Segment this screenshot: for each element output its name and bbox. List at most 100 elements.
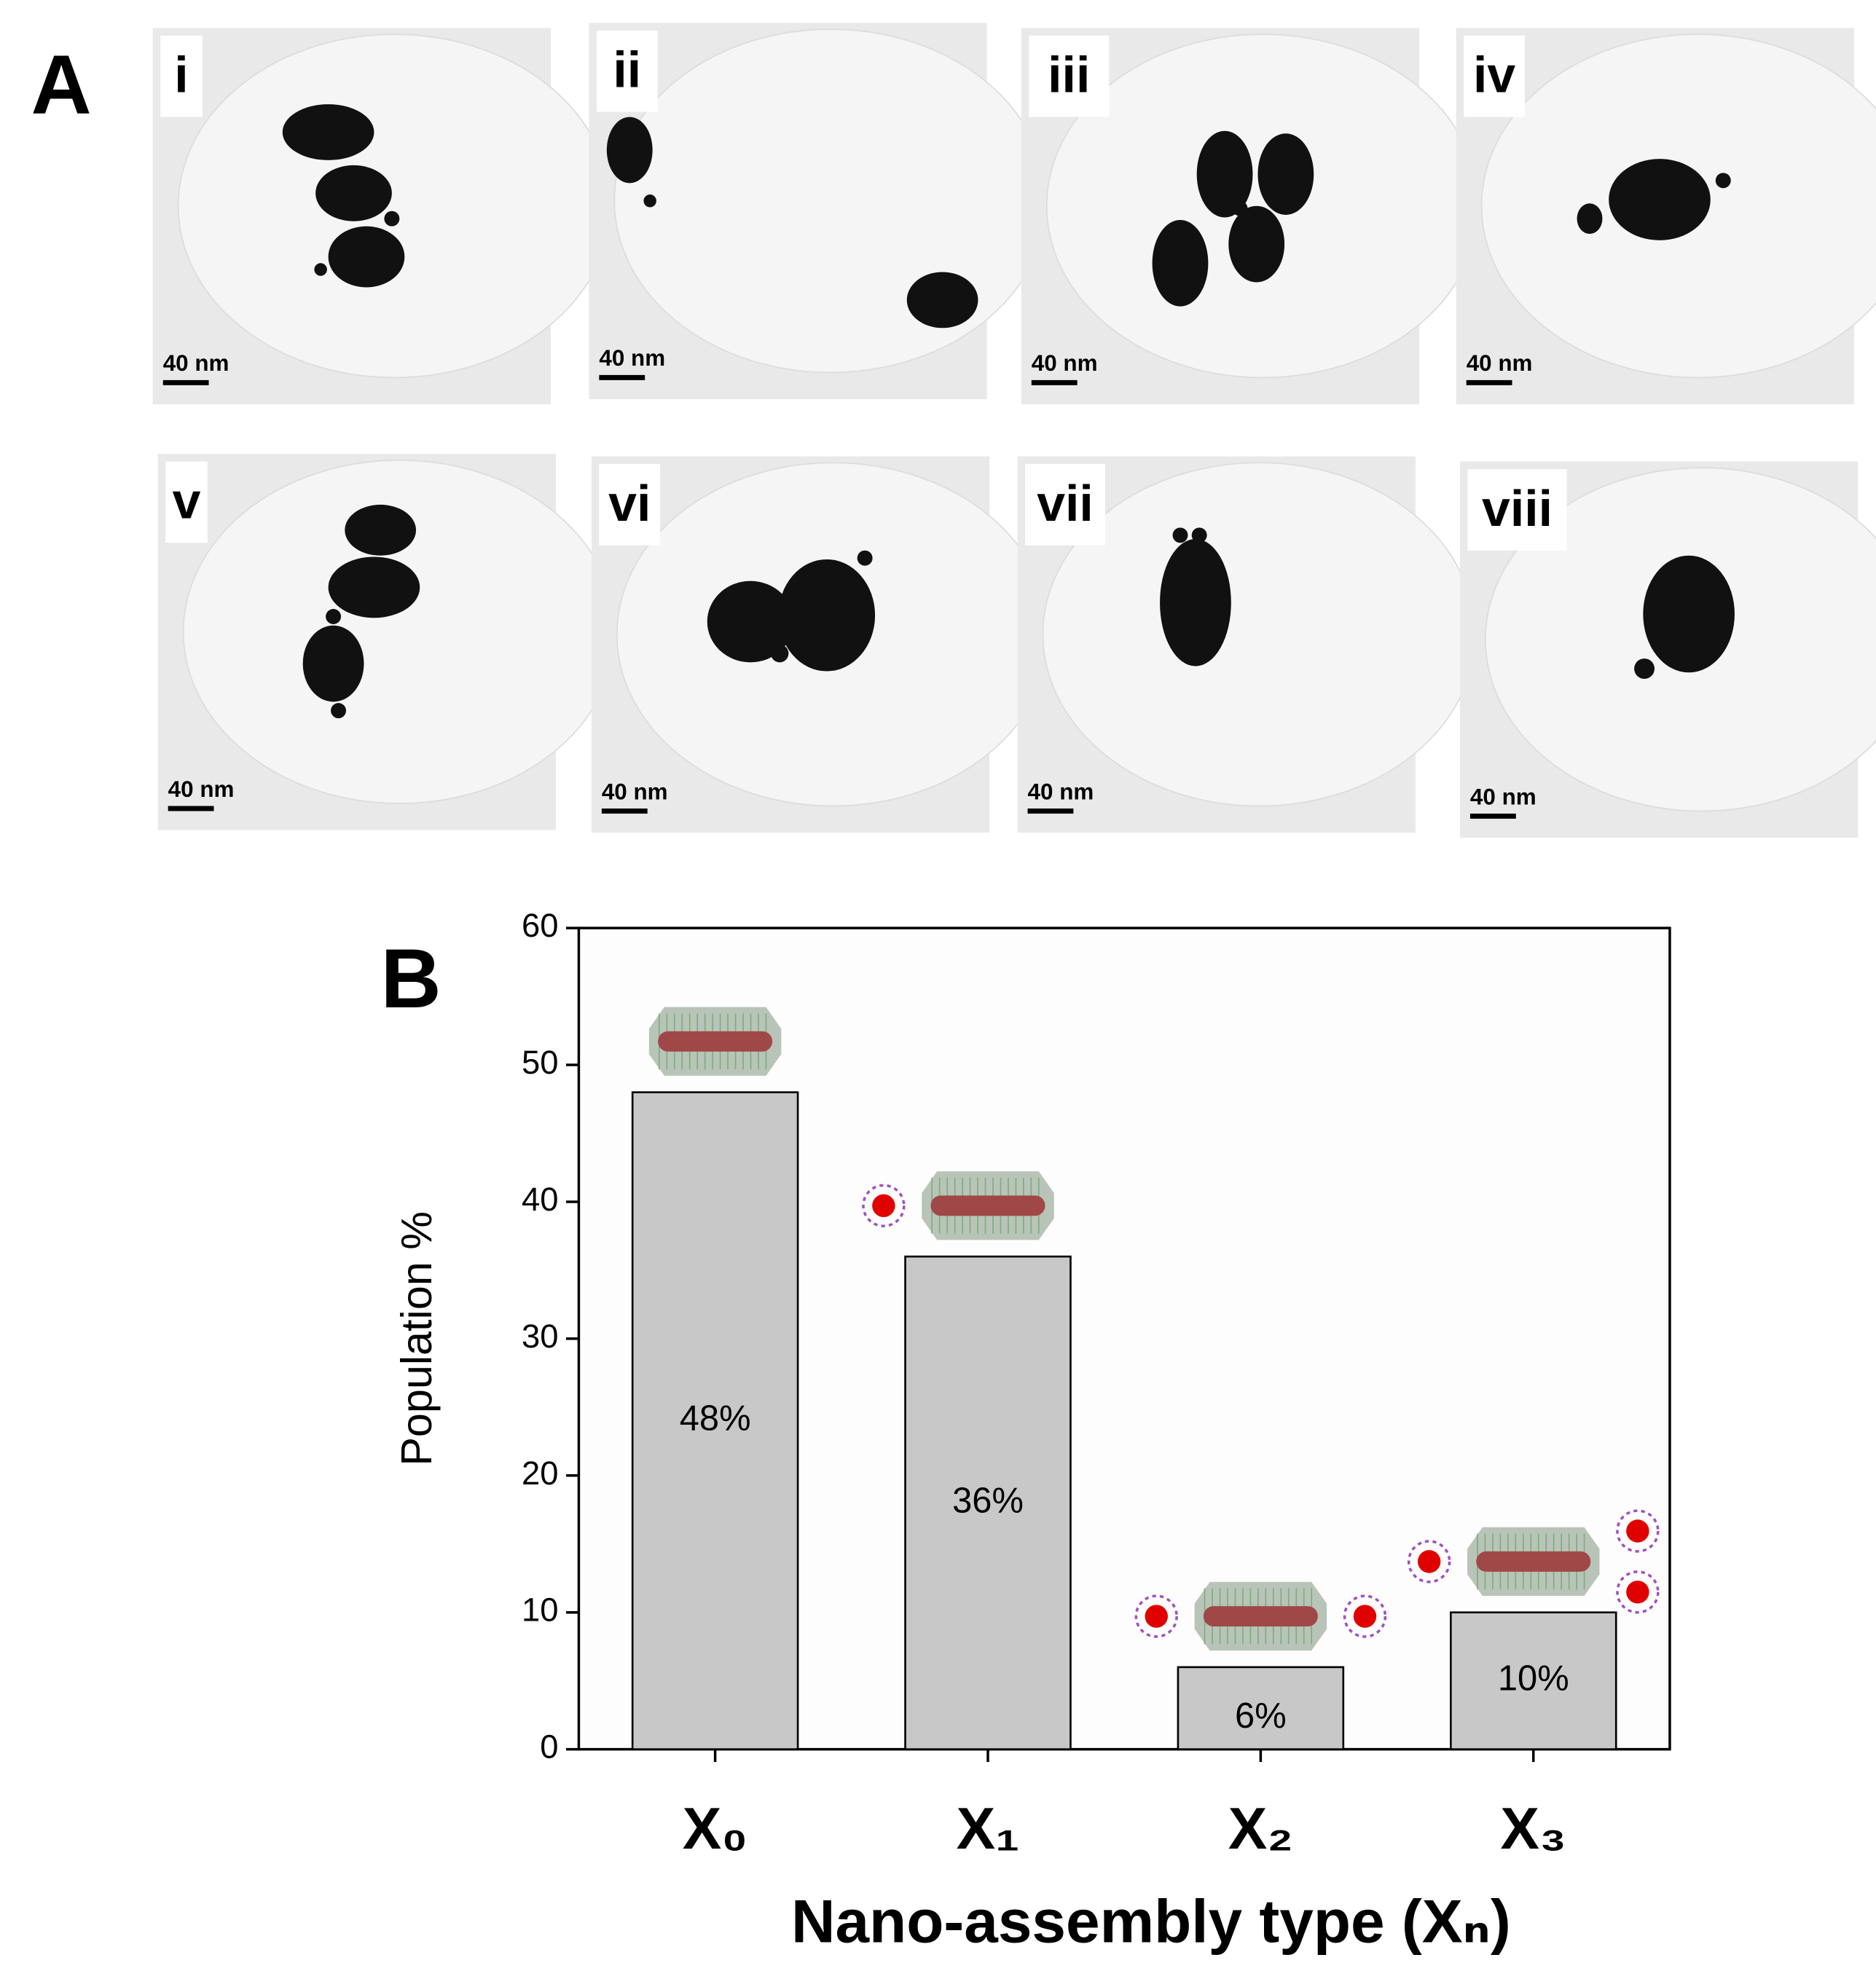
icon-dot-halo — [862, 1184, 906, 1227]
icon-dot — [1626, 1581, 1649, 1604]
panel-tag-label: v — [173, 472, 201, 529]
bar-value-label: 36% — [952, 1481, 1024, 1520]
scale-bar — [1031, 379, 1078, 385]
panel-tag — [596, 30, 658, 112]
y-tick-label: 10 — [522, 1591, 558, 1629]
nanoparticle — [857, 550, 873, 566]
y-axis-label: Population % — [392, 1211, 441, 1466]
nanoparticle — [345, 504, 417, 556]
icon-dot — [872, 1194, 895, 1218]
tem-image: iii 40 nm — [1021, 28, 1480, 405]
icon-dot-halo — [1616, 1509, 1660, 1553]
nanoparticle — [331, 703, 347, 719]
x-tick-label: X₂ — [1228, 1796, 1293, 1862]
nanoparticle — [1715, 173, 1731, 189]
bar — [1450, 1611, 1617, 1750]
bar — [904, 1255, 1072, 1750]
scale-bar — [601, 808, 648, 814]
nanoparticle — [315, 165, 392, 221]
y-tick-label: 20 — [522, 1455, 558, 1492]
panel-tag — [1029, 35, 1110, 117]
nanoparticle — [643, 194, 656, 208]
panel-tag — [599, 464, 661, 546]
scale-bar-label: 40 nm — [1028, 779, 1094, 804]
panel-tag-label: vi — [608, 475, 651, 532]
icon-rod — [1203, 1606, 1318, 1627]
assembly-icon — [1407, 1509, 1660, 1614]
panel-tag — [1467, 469, 1567, 551]
scale-bar — [1466, 379, 1512, 385]
bar-chart: 0 10 20 30 40 50 60 Population % Nano-assembly t… — [392, 907, 1671, 1955]
tem-image: vi 40 nm — [591, 456, 1051, 833]
tem-image: vii 40 nm — [1017, 456, 1476, 833]
panel-tag — [1464, 35, 1525, 117]
bar — [1177, 1666, 1345, 1750]
scale-bar-label: 40 nm — [1032, 350, 1098, 376]
nanoparticle — [1152, 219, 1209, 307]
panel-tag-label: vii — [1037, 475, 1094, 532]
tem-image: viii 40 nm — [1459, 461, 1876, 838]
nanoparticle — [1191, 527, 1207, 543]
assembly-icon — [648, 1007, 782, 1076]
scale-bar-label: 40 nm — [163, 350, 229, 376]
icon-dot-halo — [1134, 1594, 1178, 1638]
bar-value-label: 48% — [680, 1399, 751, 1439]
scale-bar-label: 40 nm — [602, 779, 668, 804]
grid-hole — [1045, 34, 1480, 379]
y-tick-label: 40 — [522, 1181, 558, 1218]
scale-bar-label: 40 nm — [1467, 350, 1533, 376]
nanoparticle — [384, 210, 400, 227]
tem-image: iv 40 nm — [1456, 28, 1876, 405]
icon-rod — [930, 1195, 1045, 1216]
panel-b-label: B — [380, 932, 441, 1026]
icon-dot — [1626, 1519, 1649, 1543]
y-tick-label: 60 — [522, 907, 558, 944]
panel-tag-label: iv — [1473, 47, 1515, 103]
panel-tag-label: i — [174, 47, 188, 103]
tem-image: ii 40 nm — [589, 23, 1048, 400]
scale-bar-label: 40 nm — [168, 776, 235, 802]
panel-a-label: A — [31, 39, 91, 132]
grid-hole — [177, 34, 611, 379]
scale-bar — [599, 374, 645, 380]
icon-dot — [1417, 1550, 1441, 1573]
panel-tag — [160, 35, 203, 117]
y-tick-label: 50 — [522, 1044, 558, 1081]
scale-bar — [168, 806, 214, 811]
nanoparticle — [314, 263, 327, 276]
nanoparticle — [1228, 205, 1285, 283]
x-axis-label: Nano-assembly type (Xₙ) — [791, 1886, 1511, 1955]
nanoparticle — [1609, 159, 1711, 240]
tem-panels: i 40 nm ii 40 nm iii 40 nm iv 40 nm v 40 nm vi 40 n… — [152, 23, 1876, 838]
panel-tag-label: iii — [1048, 47, 1090, 103]
y-tick-label: 0 — [540, 1728, 558, 1766]
nanoparticle — [1232, 200, 1248, 216]
nanoparticle — [302, 625, 364, 702]
nanoparticle — [1160, 539, 1231, 666]
scale-bar — [162, 379, 209, 385]
nanoparticle — [778, 559, 876, 672]
tem-image: i 40 nm — [152, 28, 611, 405]
scale-bar-label: 40 nm — [1470, 784, 1536, 809]
x-tick-label: X₀ — [683, 1796, 748, 1862]
icon-dot — [1145, 1605, 1168, 1628]
icon-rod — [658, 1031, 773, 1052]
panel-tag — [1025, 464, 1106, 546]
nanoparticle — [328, 226, 405, 288]
icon-rod — [1476, 1551, 1591, 1572]
nanoparticle — [606, 117, 653, 184]
tem-image: v 40 nm — [157, 454, 616, 830]
grid-hole — [1042, 462, 1476, 807]
nanoparticle — [326, 609, 342, 624]
nanoparticle — [906, 272, 978, 328]
icon-dot-halo — [1407, 1540, 1451, 1583]
assembly-icon — [862, 1171, 1054, 1240]
nanoparticle — [1257, 133, 1314, 215]
scale-bar-label: 40 nm — [599, 345, 665, 371]
icon-dot — [1353, 1605, 1377, 1628]
icon-dot-halo — [1616, 1570, 1660, 1614]
x-tick-label: X₃ — [1500, 1796, 1566, 1862]
grid-hole — [613, 28, 1048, 374]
